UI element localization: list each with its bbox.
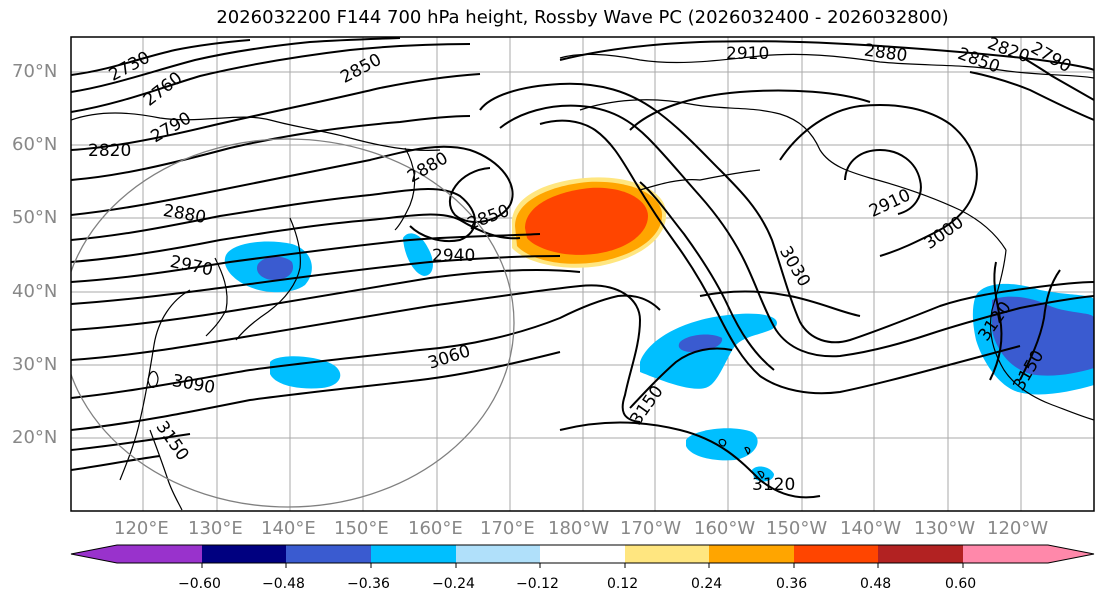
lon-label: 150°E — [334, 518, 389, 539]
contour-label: 2940 — [432, 246, 475, 266]
lon-label: 170°E — [480, 518, 535, 539]
colorbar — [70, 544, 1095, 568]
colorbar-segment — [117, 545, 202, 563]
lat-label-60n: 60°N — [12, 134, 58, 155]
colorbar-segment — [540, 545, 625, 563]
colorbar-segment — [878, 545, 963, 563]
contour-label: 2820 — [88, 141, 131, 161]
contour-label: 3120 — [752, 475, 795, 495]
colorbar-tick-label: −0.24 — [432, 576, 475, 592]
coast-philippines — [149, 429, 183, 511]
colorbar-segment — [371, 545, 456, 563]
coast-arctic — [559, 53, 1094, 79]
colorbar-segment — [286, 545, 371, 563]
coast-korea — [205, 257, 228, 337]
lat-label-40n: 40°N — [12, 281, 58, 302]
colorbar-segment — [709, 545, 794, 563]
height-contours — [71, 37, 1094, 499]
lon-label: 130°E — [188, 518, 243, 539]
lon-label: 160°W — [694, 518, 756, 539]
coast-kamchatka — [394, 147, 416, 231]
lon-label: 120°W — [987, 518, 1049, 539]
colorbar-segment — [625, 545, 709, 563]
colorbar-segment — [963, 545, 1048, 563]
lon-label: 180°W — [548, 518, 610, 539]
negative-anomaly-hawaii — [686, 428, 758, 461]
coast-asia-north — [71, 112, 441, 151]
colorbar-extend-min — [71, 545, 117, 563]
contour-label: 2910 — [726, 44, 769, 64]
colorbar-tick-label: 0.48 — [860, 576, 892, 592]
colorbar-extend-max — [1048, 545, 1094, 563]
lon-label: 150°W — [766, 518, 828, 539]
colorbar-tick-label: −0.36 — [347, 576, 390, 592]
negative-anomaly-kuril — [403, 233, 433, 276]
coast-japan — [235, 217, 301, 341]
radius-circle — [71, 138, 515, 508]
colorbar-segment — [456, 545, 540, 563]
negative-anomaly-west-us-core — [992, 296, 1094, 376]
negative-anomaly-japan-core — [256, 256, 294, 280]
lon-label: 140°E — [261, 518, 316, 539]
lat-label-20n: 20°N — [12, 427, 58, 448]
colorbar-tick-label: 0.24 — [691, 576, 723, 592]
colorbar-tick-label: 0.36 — [776, 576, 808, 592]
lon-label: 170°W — [620, 518, 682, 539]
coastlines — [71, 53, 1094, 511]
lon-label: 130°W — [914, 518, 976, 539]
lon-label: 140°W — [840, 518, 902, 539]
lon-label: 120°E — [114, 518, 169, 539]
lat-label-70n: 70°N — [12, 61, 58, 82]
lat-label-50n: 50°N — [12, 207, 58, 228]
colorbar-segment — [202, 545, 286, 563]
colorbar-tick-label: −0.12 — [516, 576, 559, 592]
map-title: 2026032200 F144 700 hPa height, Rossby W… — [216, 7, 949, 28]
colorbar-tick-label: 0.12 — [607, 576, 639, 592]
positive-anomaly-red — [525, 187, 648, 255]
colorbar-tick-label: 0.60 — [945, 576, 977, 592]
colorbar-outline — [70, 544, 1095, 564]
lon-label: 160°E — [408, 518, 463, 539]
coast-hawaii — [718, 438, 765, 479]
lat-label-30n: 30°N — [12, 354, 58, 375]
colorbar-tick-label: −0.60 — [178, 576, 221, 592]
map-frame — [70, 36, 1095, 512]
colorbar-tick-label: −0.48 — [262, 576, 305, 592]
coast-aleutians — [639, 169, 761, 191]
colorbar-segment — [794, 545, 878, 563]
